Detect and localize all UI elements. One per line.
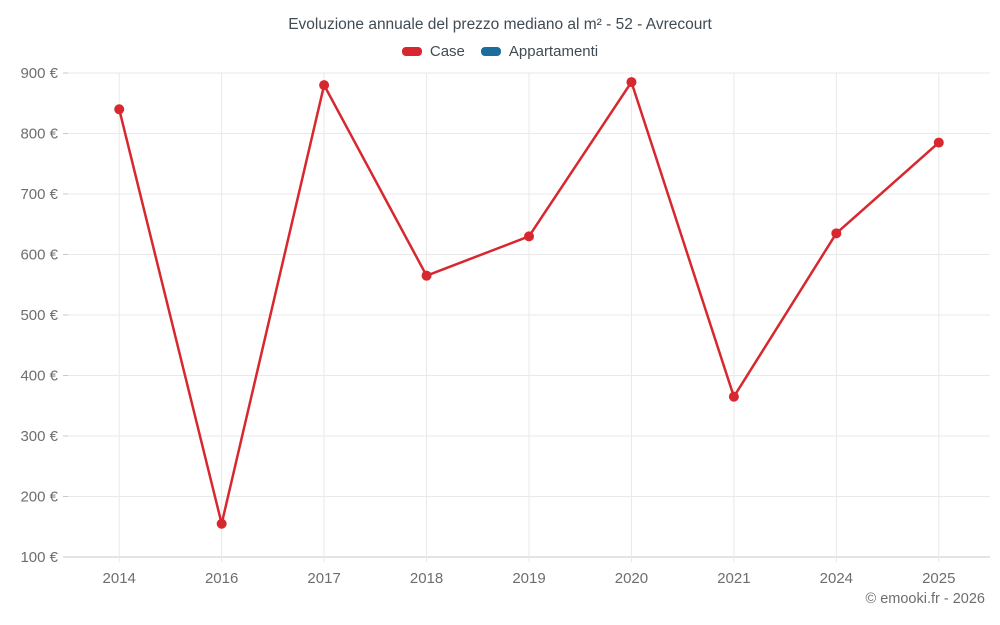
y-tick-label: 700 € — [20, 186, 58, 203]
legend-swatch-case — [401, 47, 422, 56]
data-point-case-2021[interactable] — [728, 391, 739, 402]
copyright-text: © emooki.fr - 2026 — [865, 591, 985, 607]
data-point-case-2018[interactable] — [421, 270, 432, 281]
legend-label: Appartamenti — [508, 43, 599, 60]
legend-item-case[interactable]: Case — [401, 43, 465, 60]
x-tick-label: 2021 — [717, 570, 750, 587]
data-point-case-2014[interactable] — [114, 104, 125, 115]
data-point-case-2025[interactable] — [933, 137, 944, 148]
data-point-case-2017[interactable] — [319, 80, 330, 91]
data-point-case-2020[interactable] — [626, 77, 637, 88]
x-tick-label: 2016 — [205, 570, 238, 587]
y-tick-label: 200 € — [20, 489, 58, 506]
legend-swatch-appartamenti — [480, 47, 501, 56]
y-tick-label: 100 € — [20, 549, 58, 566]
chart-legend: Case Appartamenti — [0, 43, 1000, 60]
x-tick-label: 2018 — [410, 570, 443, 587]
x-tick-label: 2017 — [307, 570, 340, 587]
legend-label: Case — [429, 43, 465, 60]
y-tick-label: 400 € — [20, 368, 58, 385]
x-tick-label: 2019 — [512, 570, 545, 587]
data-point-case-2024[interactable] — [831, 228, 842, 239]
x-tick-label: 2024 — [820, 570, 853, 587]
y-tick-label: 300 € — [20, 428, 58, 445]
chart-title: Evoluzione annuale del prezzo mediano al… — [288, 16, 712, 33]
x-tick-label: 2014 — [103, 570, 136, 587]
y-tick-label: 500 € — [20, 307, 58, 324]
data-point-case-2016[interactable] — [216, 518, 227, 529]
data-point-case-2019[interactable] — [524, 231, 534, 242]
y-tick-label: 800 € — [20, 126, 58, 143]
x-tick-label: 2025 — [922, 570, 955, 587]
x-tick-label: 2020 — [615, 570, 648, 587]
legend-item-appartamenti[interactable]: Appartamenti — [480, 43, 599, 60]
y-tick-label: 900 € — [20, 65, 58, 82]
y-tick-label: 600 € — [20, 247, 58, 264]
